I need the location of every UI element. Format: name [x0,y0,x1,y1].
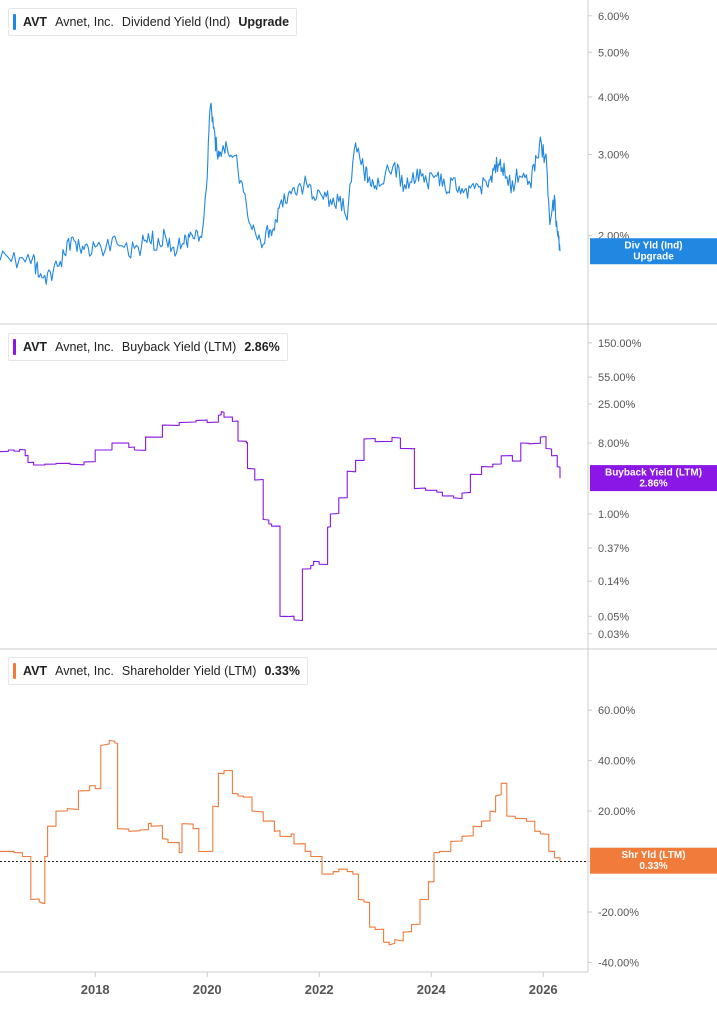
legend-metric: Shareholder Yield (LTM) [121,664,257,678]
y-tick-label: 25.00% [598,399,636,411]
last-value-badge [590,465,717,492]
legend-value[interactable]: Upgrade [238,15,290,29]
y-tick-label: 6.00% [598,11,629,23]
legend-ticker: AVT [23,664,48,678]
x-tick-label: 2024 [417,982,447,997]
legend-ticker: AVT [23,340,48,354]
legend-ticker: AVT [23,15,48,29]
series-line-shareholder [0,739,561,946]
y-tick-label: 5.00% [598,47,629,59]
badge-label: Buyback Yield (LTM) [605,468,702,479]
y-tick-label: 1.00% [598,509,629,521]
legend-company: Avnet, Inc. [55,340,114,354]
y-tick-label: 20.00% [598,806,636,818]
badge-value: 2.86% [639,479,667,490]
legend-buyback-yield[interactable]: AVT Avnet, Inc. Buyback Yield (LTM) 2.86… [8,333,288,361]
y-tick-label: 0.03% [598,629,629,641]
series-color-swatch [13,14,16,30]
x-tick-label: 2022 [305,982,334,997]
y-tick-label: 0.05% [598,611,629,623]
y-tick-label: -40.00% [598,957,639,969]
legend-company: Avnet, Inc. [55,664,114,678]
x-tick-label: 2018 [81,982,110,997]
last-value-badge [590,847,717,874]
legend-value: 0.33% [264,664,300,678]
badge-label: Shr Yld (LTM) [621,850,685,861]
badge-value: 0.33% [639,861,667,872]
legend-shareholder-yield[interactable]: AVT Avnet, Inc. Shareholder Yield (LTM) … [8,657,308,685]
series-line-dividend [0,102,561,285]
legend-company: Avnet, Inc. [55,15,114,29]
y-tick-label: 40.00% [598,756,636,768]
y-tick-label: 0.37% [598,543,629,555]
legend-metric: Buyback Yield (LTM) [121,340,237,354]
series-color-swatch [13,339,16,355]
legend-metric: Dividend Yield (Ind) [121,15,231,29]
x-tick-label: 2020 [193,982,222,997]
y-tick-label: 3.00% [598,149,629,161]
legend-dividend-yield[interactable]: AVT Avnet, Inc. Dividend Yield (Ind) Upg… [8,8,298,36]
y-tick-label: 8.00% [598,438,629,450]
x-tick-label: 2026 [529,982,558,997]
y-tick-label: -20.00% [598,907,639,919]
y-tick-label: 150.00% [598,338,642,350]
y-tick-label: 4.00% [598,92,629,104]
y-tick-label: 60.00% [598,705,636,717]
y-tick-label: 0.14% [598,576,629,588]
legend-value: 2.86% [244,340,280,354]
badge-value: Upgrade [633,252,674,263]
series-line-buyback [0,411,561,622]
series-color-swatch [13,663,16,679]
y-tick-label: 55.00% [598,372,636,384]
badge-label: Div Yld (Ind) [624,241,682,252]
last-value-badge [590,238,717,265]
